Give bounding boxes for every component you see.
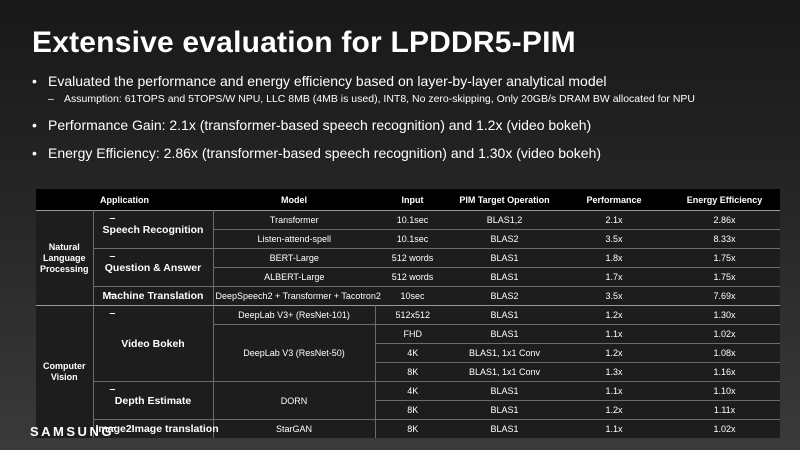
- cell-input: FHD: [375, 324, 450, 344]
- cell-input: 4K: [375, 343, 450, 363]
- cell-input: 512 words: [375, 267, 450, 287]
- table-row: 8K BLAS1, 1x1 Conv 1.3x 1.16x: [36, 362, 780, 382]
- table-row: 4K BLAS1, 1x1 Conv 1.2x 1.08x: [36, 343, 780, 363]
- cell-pim-op: BLAS1: [450, 419, 559, 438]
- cell-model: ALBERT-Large: [213, 267, 375, 287]
- bullet-energy-efficiency: Energy Efficiency: 2.86x (transformer-ba…: [32, 144, 782, 162]
- cell-pim-op: BLAS1: [450, 381, 559, 401]
- cell-model: DeepSpeech2 + Transformer + Tacotron2: [213, 286, 381, 306]
- subapp-depth-estimate: Depth Estimate: [93, 381, 214, 420]
- cell-energy: 8.33x: [669, 229, 780, 249]
- group-cv: Computer Vision: [36, 305, 94, 438]
- slide-title: Extensive evaluation for LPDDR5-PIM: [32, 26, 576, 59]
- cell-model: DeepLab V3 (ResNet-50): [213, 324, 376, 382]
- table-row: Depth Estimate DORN 4K BLAS1 1.1x 1.10x: [36, 381, 780, 420]
- cell-input: 512x512: [375, 305, 450, 325]
- subapp-machine-translation: Machine Translation: [93, 286, 214, 306]
- cell-input: 10sec: [375, 286, 450, 306]
- group-nlp: Natural Language Processing: [36, 210, 94, 306]
- cell-energy: 1.02x: [669, 419, 780, 438]
- cell-energy: 1.30x: [669, 305, 780, 325]
- cell-performance: 1.2x: [559, 343, 669, 363]
- cell-pim-op: BLAS1, 1x1 Conv: [450, 362, 559, 382]
- subapp-question-answer: Question & Answer: [93, 248, 214, 287]
- cell-model: BERT-Large: [213, 248, 375, 268]
- cell-performance: 1.1x: [559, 324, 669, 344]
- cell-input: 4K: [375, 381, 450, 401]
- cell-pim-op: BLAS1: [450, 248, 559, 268]
- header-model: Model: [213, 189, 375, 211]
- evaluation-table: Application Model Input PIM Target Opera…: [36, 189, 780, 438]
- cell-performance: 1.1x: [559, 419, 669, 438]
- cell-pim-op: BLAS1, 1x1 Conv: [450, 343, 559, 363]
- cell-model: StarGAN: [213, 419, 376, 438]
- subapp-video-bokeh: Video Bokeh: [93, 305, 214, 382]
- table-row: Question & Answer BERT-Large 512 words B…: [36, 248, 780, 287]
- header-energy-efficiency: Energy Efficiency: [669, 189, 780, 211]
- cell-energy: 1.08x: [669, 343, 780, 363]
- cell-model: DORN: [213, 381, 376, 420]
- cell-performance: 2.1x: [559, 210, 669, 230]
- header-input: Input: [375, 189, 450, 211]
- table-row: Computer Vision Video Bokeh DeepLab V3+ …: [36, 305, 780, 438]
- cell-performance: 1.3x: [559, 362, 669, 382]
- cell-performance: 1.8x: [559, 248, 669, 268]
- cell-energy: 1.75x: [669, 248, 780, 268]
- cell-pim-op: BLAS2: [450, 229, 559, 249]
- cell-performance: 3.5x: [559, 229, 669, 249]
- subapp-speech-recognition: Speech Recognition: [93, 210, 214, 249]
- cell-input: 8K: [375, 400, 450, 420]
- subapp-image2image-translation: Image2Image translation: [93, 419, 219, 438]
- header-application: Application: [36, 189, 213, 211]
- cell-energy: 1.11x: [669, 400, 780, 420]
- cell-energy: 1.02x: [669, 324, 780, 344]
- cell-pim-op: BLAS1: [450, 324, 559, 344]
- cell-pim-op: BLAS1: [450, 305, 559, 325]
- cell-energy: 1.75x: [669, 267, 780, 287]
- table-row: Listen-attend-spell 10.1sec BLAS2 3.5x 8…: [36, 229, 780, 249]
- bullet-evaluation: Evaluated the performance and energy eff…: [32, 72, 782, 90]
- sub-bullet-assumption: Assumption: 61TOPS and 5TOPS/W NPU, LLC …: [32, 92, 782, 106]
- cell-model: Transformer: [213, 210, 375, 230]
- table-row: Machine Translation DeepSpeech2 + Transf…: [36, 286, 780, 306]
- cell-input: 512 words: [375, 248, 450, 268]
- cell-input: 8K: [375, 419, 450, 438]
- cell-performance: 1.1x: [559, 381, 669, 401]
- cell-input: 8K: [375, 362, 450, 382]
- cell-performance: 1.7x: [559, 267, 669, 287]
- cell-pim-op: BLAS1: [450, 400, 559, 420]
- table-row: 8K BLAS1 1.2x 1.11x: [36, 400, 780, 420]
- cell-input: 10.1sec: [375, 229, 450, 249]
- table-row: ALBERT-Large 512 words BLAS1 1.7x 1.75x: [36, 267, 780, 287]
- cell-energy: 7.69x: [669, 286, 780, 306]
- cell-energy: 1.10x: [669, 381, 780, 401]
- cell-energy: 1.16x: [669, 362, 780, 382]
- cell-input: 10.1sec: [375, 210, 450, 230]
- cell-performance: 1.2x: [559, 305, 669, 325]
- table-row: DeepLab V3 (ResNet-50) FHD BLAS1 1.1x 1.…: [36, 324, 780, 382]
- cell-pim-op: BLAS1: [450, 267, 559, 287]
- cell-model: Listen-attend-spell: [213, 229, 375, 249]
- cell-pim-op: BLAS1,2: [450, 210, 559, 230]
- table-row: Natural Language Processing Speech Recog…: [36, 210, 780, 306]
- bullet-list: Evaluated the performance and energy eff…: [32, 72, 782, 162]
- cell-performance: 1.2x: [559, 400, 669, 420]
- table-header-row: Application Model Input PIM Target Opera…: [36, 189, 780, 211]
- header-performance: Performance: [559, 189, 669, 211]
- bullet-performance-gain: Performance Gain: 2.1x (transformer-base…: [32, 116, 782, 134]
- cell-performance: 3.5x: [559, 286, 669, 306]
- cell-energy: 2.86x: [669, 210, 780, 230]
- cell-model: DeepLab V3+ (ResNet-101): [213, 305, 376, 325]
- cell-pim-op: BLAS2: [450, 286, 559, 306]
- header-pim-target-operation: PIM Target Operation: [450, 189, 559, 211]
- table-row: Image2Image translation StarGAN 8K BLAS1…: [36, 419, 780, 438]
- samsung-logo: SAMSUNG: [30, 424, 114, 439]
